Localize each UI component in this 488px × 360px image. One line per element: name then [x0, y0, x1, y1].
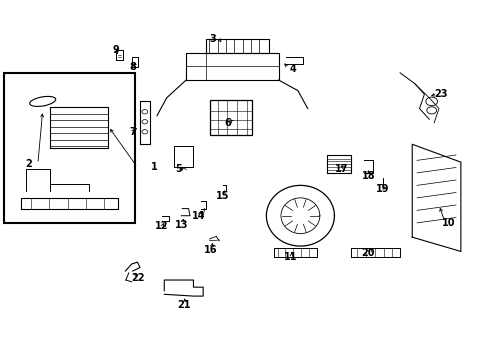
Text: 16: 16 [203, 245, 217, 255]
Text: 23: 23 [434, 89, 447, 99]
Text: 9: 9 [112, 45, 119, 55]
Bar [210, 100, 251, 135]
Text: 22: 22 [130, 273, 144, 283]
Text: 12: 12 [155, 221, 168, 231]
Text: 21: 21 [177, 300, 190, 310]
Text: 10: 10 [441, 218, 454, 228]
Text: 2: 2 [25, 159, 31, 169]
Bar [4, 73, 135, 223]
Text: 17: 17 [334, 164, 348, 174]
Text: 13: 13 [174, 220, 188, 230]
Text: 4: 4 [289, 64, 296, 74]
Text: 15: 15 [215, 191, 229, 201]
Text: 14: 14 [191, 211, 204, 221]
Text: 11: 11 [284, 252, 297, 262]
Text: 18: 18 [361, 171, 374, 181]
Text: 8: 8 [129, 63, 136, 72]
Text: 1: 1 [151, 162, 158, 172]
Text: 6: 6 [224, 118, 230, 128]
Text: 20: 20 [361, 248, 374, 258]
Text: 3: 3 [209, 34, 216, 44]
Text: 19: 19 [376, 184, 389, 194]
Text: 7: 7 [129, 127, 136, 137]
Text: 5: 5 [175, 164, 182, 174]
